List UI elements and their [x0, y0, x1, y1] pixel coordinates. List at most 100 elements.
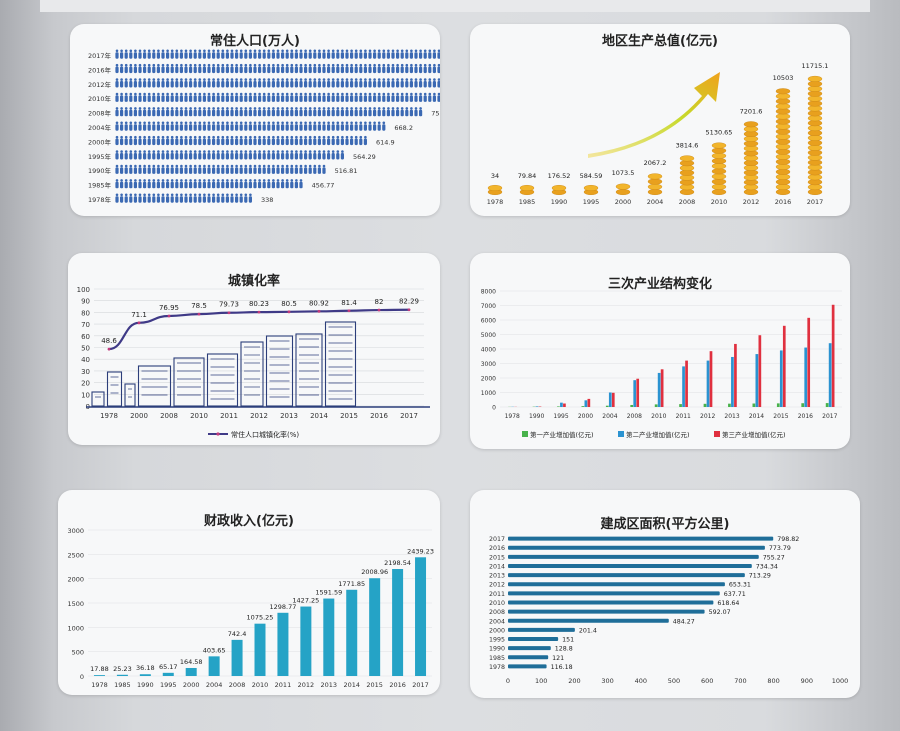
x-tick-label: 2000	[183, 681, 200, 689]
person-icon	[193, 52, 197, 59]
person-icon	[180, 135, 183, 139]
person-icon	[203, 135, 206, 139]
person-icon	[161, 78, 165, 81]
category-label: 2017年	[88, 51, 112, 60]
person-icon	[157, 135, 160, 139]
bar	[231, 639, 243, 676]
bar	[734, 343, 737, 407]
person-icon	[152, 135, 156, 139]
person-icon	[285, 124, 289, 131]
person-icon	[410, 49, 413, 53]
category-label: 2000年	[88, 137, 112, 146]
data-point	[407, 308, 411, 312]
person-icon	[414, 92, 418, 96]
bar	[560, 402, 563, 407]
category-label: 2012	[743, 198, 760, 206]
person-icon	[276, 95, 280, 102]
person-icon	[216, 52, 220, 59]
person-icon	[419, 63, 422, 67]
person-icon	[152, 107, 156, 110]
population-bar	[115, 179, 303, 189]
person-icon	[428, 95, 432, 102]
coin	[583, 184, 599, 191]
x-tick-label: 2014	[749, 413, 764, 420]
chart-title: 财政收入(亿元)	[204, 514, 294, 529]
person-icon	[322, 63, 326, 67]
person-icon	[290, 138, 294, 146]
person-icon	[327, 63, 330, 67]
person-icon	[341, 63, 344, 67]
person-icon	[322, 164, 326, 168]
person-icon	[221, 135, 225, 139]
person-icon	[322, 167, 326, 174]
legend-label: 第一产业增加值(亿元)	[530, 430, 594, 439]
person-icon	[143, 196, 147, 203]
person-icon	[179, 66, 183, 74]
person-icon	[350, 107, 353, 110]
person-icon	[235, 164, 238, 168]
person-icon	[134, 150, 137, 153]
person-icon	[198, 109, 202, 117]
person-icon	[437, 92, 440, 96]
person-icon	[203, 63, 206, 67]
y-tick-label: 4000	[481, 347, 496, 354]
person-icon	[152, 167, 156, 174]
person-icon	[189, 52, 193, 59]
person-icon	[281, 49, 284, 53]
person-icon	[124, 196, 128, 203]
person-icon	[428, 81, 432, 88]
person-icon	[382, 66, 386, 74]
value-label: 80.92	[309, 299, 329, 307]
person-icon	[175, 135, 179, 139]
person-icon	[226, 63, 229, 67]
person-icon	[285, 49, 289, 53]
person-icon	[299, 179, 303, 182]
category-label: 2004	[647, 198, 664, 206]
person-icon	[382, 78, 386, 81]
person-icon	[340, 124, 344, 131]
person-icon	[170, 109, 174, 117]
person-icon	[419, 109, 423, 117]
bar	[782, 325, 786, 407]
person-icon	[161, 107, 165, 110]
coin-stack	[487, 184, 503, 195]
person-icon	[341, 150, 344, 153]
person-icon	[216, 196, 220, 203]
person-icon	[212, 63, 215, 67]
person-icon	[262, 164, 266, 168]
person-icon	[198, 52, 202, 59]
person-icon	[345, 95, 349, 102]
person-icon	[244, 135, 248, 139]
person-icon	[166, 124, 170, 131]
bar	[185, 667, 197, 676]
person-icon	[203, 107, 206, 110]
person-icon	[276, 164, 280, 168]
person-icon	[129, 138, 133, 146]
person-icon	[350, 109, 354, 117]
person-icon	[272, 49, 275, 53]
person-icon	[290, 81, 294, 88]
person-icon	[433, 63, 436, 67]
person-icon	[129, 135, 133, 139]
person-icon	[281, 135, 284, 139]
person-icon	[134, 107, 137, 110]
person-icon	[373, 78, 376, 81]
value-label: 11715.1	[802, 62, 829, 70]
person-icon	[226, 78, 229, 81]
person-icon	[318, 107, 321, 110]
person-icon	[203, 121, 206, 125]
person-icon	[180, 193, 183, 197]
person-icon	[276, 109, 280, 117]
person-icon	[147, 153, 151, 160]
x-tick-label: 1995	[553, 413, 568, 420]
bar	[752, 403, 756, 407]
y-tick-label: 3000	[481, 361, 496, 368]
person-icon	[166, 66, 170, 74]
value-label: 456.77	[312, 182, 335, 190]
value-label: 2198.54	[384, 559, 411, 567]
person-icon	[138, 81, 142, 88]
value-label: 80.23	[249, 300, 269, 308]
person-icon	[203, 150, 206, 153]
person-icon	[239, 81, 243, 88]
person-icon	[179, 181, 183, 189]
